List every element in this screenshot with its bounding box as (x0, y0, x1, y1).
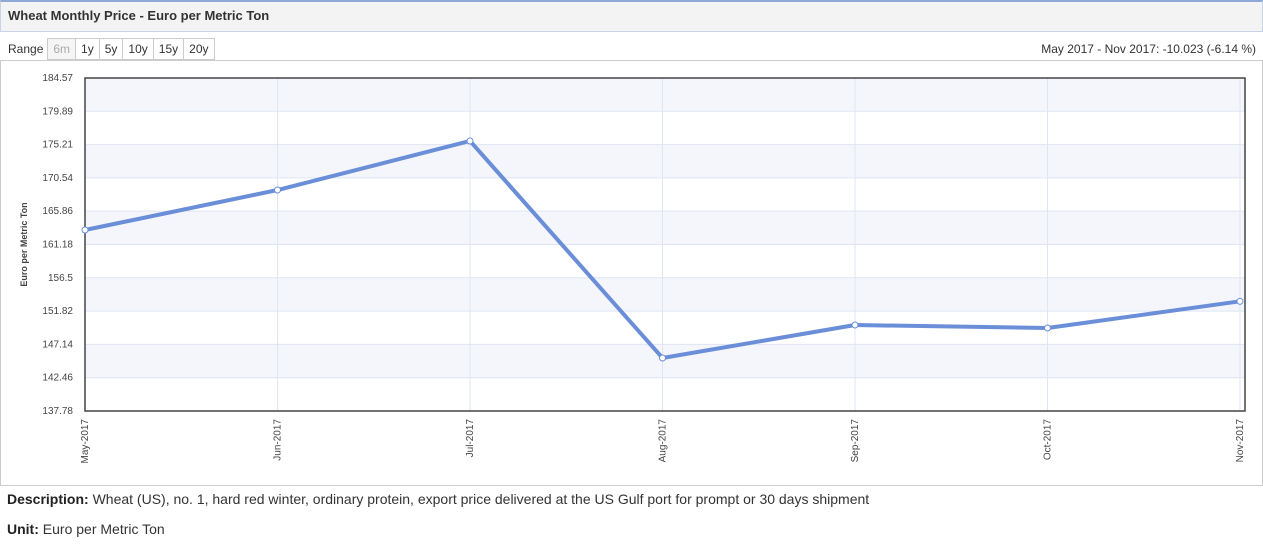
plot-frame (84, 77, 1246, 412)
description: Description: Wheat (US), no. 1, hard red… (7, 491, 869, 507)
y-tick-label: 151.82 (42, 306, 73, 317)
plot-band (85, 78, 1245, 112)
range-button[interactable]: 5y (98, 38, 124, 60)
x-tick-label: Jun-2017 (273, 419, 284, 461)
x-tick-label: Jul-2017 (465, 419, 476, 458)
y-tick-label: 165.86 (42, 206, 73, 217)
range-button[interactable]: 1y (75, 38, 100, 60)
x-tick-label: Aug-2017 (658, 419, 669, 463)
unit-text: Euro per Metric Ton (42, 521, 165, 537)
x-tick-label: Sep-2017 (850, 419, 861, 463)
title-bar: Wheat Monthly Price - Euro per Metric To… (0, 0, 1263, 32)
range-label: Range (8, 42, 44, 56)
x-tick-label: Nov-2017 (1235, 419, 1246, 463)
page-title: Wheat Monthly Price - Euro per Metric To… (8, 8, 270, 23)
range-button[interactable]: 10y (122, 38, 154, 60)
description-label: Description: (7, 491, 89, 507)
x-tick-label: Oct-2017 (1043, 419, 1054, 461)
unit: Unit: Euro per Metric Ton (7, 521, 165, 537)
unit-label: Unit: (7, 521, 39, 537)
y-axis-title: Euro per Metric Ton (19, 202, 29, 286)
data-point (81, 226, 89, 234)
change-summary: May 2017 - Nov 2017: -10.023 (-6.14 %) (1041, 42, 1256, 56)
data-point (851, 321, 859, 329)
data-point (274, 186, 281, 194)
plot-band (85, 144, 1245, 178)
data-point (1044, 324, 1051, 332)
y-tick-label: 161.18 (42, 239, 73, 250)
y-tick-label: 175.21 (42, 140, 73, 151)
y-tick-label: 142.46 (42, 373, 73, 384)
description-text: Wheat (US), no. 1, hard red winter, ordi… (92, 491, 870, 507)
plot-band (85, 277, 1245, 312)
y-tick-label: 179.89 (42, 106, 73, 117)
range-button[interactable]: 15y (152, 38, 185, 60)
y-tick-label: 170.54 (42, 173, 73, 184)
range-button[interactable]: 20y (183, 38, 215, 60)
data-point (1236, 297, 1244, 305)
range-selector: Range 6m 1y 5y 10y 15y 20y (8, 38, 215, 60)
data-point (659, 354, 666, 362)
y-tick-label: 156.5 (48, 273, 73, 284)
x-tick-label: May-2017 (80, 419, 91, 464)
y-tick-label: 147.14 (42, 339, 73, 350)
data-point (466, 137, 474, 145)
plot-band (85, 344, 1245, 378)
y-tick-label: 184.57 (42, 73, 73, 84)
plot-band (85, 211, 1245, 245)
y-tick-label: 137.78 (42, 406, 73, 417)
